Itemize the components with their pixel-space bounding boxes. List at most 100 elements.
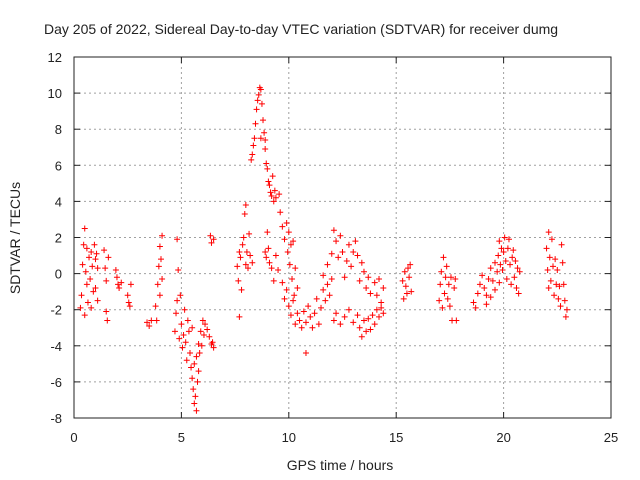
data-point	[244, 265, 251, 272]
data-point	[246, 230, 253, 237]
data-point	[343, 257, 350, 264]
data-point	[264, 165, 271, 172]
data-point	[83, 245, 90, 252]
data-point	[189, 324, 196, 331]
data-point	[183, 357, 190, 364]
data-point	[557, 303, 564, 310]
data-point	[198, 342, 205, 349]
data-point	[127, 281, 134, 288]
data-point	[545, 229, 552, 236]
data-point	[144, 319, 151, 326]
data-point	[446, 303, 453, 310]
data-point	[263, 160, 270, 167]
data-point	[261, 129, 268, 136]
data-point	[271, 187, 278, 194]
data-point	[378, 299, 385, 306]
data-point	[159, 232, 166, 239]
data-point	[556, 283, 563, 290]
y-tick-label: 10	[48, 86, 62, 101]
data-point	[356, 277, 363, 284]
data-point	[550, 263, 557, 270]
data-point	[320, 272, 327, 279]
data-point	[268, 192, 275, 199]
data-point	[272, 194, 279, 201]
data-point	[242, 261, 249, 268]
data-point	[406, 274, 413, 281]
data-point	[279, 223, 286, 230]
data-point	[447, 274, 454, 281]
data-point	[88, 304, 95, 311]
data-point	[333, 238, 340, 245]
data-point	[249, 259, 256, 266]
x-tick-label: 10	[282, 430, 296, 445]
data-point	[439, 304, 446, 311]
data-point	[268, 265, 275, 272]
data-point	[115, 281, 122, 288]
data-point	[105, 254, 112, 261]
data-point	[249, 151, 256, 158]
data-point	[407, 261, 414, 268]
data-point	[81, 312, 88, 319]
data-point	[324, 281, 331, 288]
data-point	[333, 310, 340, 317]
y-tick-label: 4	[55, 194, 62, 209]
data-point	[191, 400, 198, 407]
data-point	[405, 265, 412, 272]
data-point	[209, 339, 216, 346]
data-point	[320, 286, 327, 293]
data-point	[252, 120, 259, 127]
data-point	[472, 304, 479, 311]
data-point	[247, 252, 254, 259]
data-point	[195, 340, 202, 347]
data-point	[335, 254, 342, 261]
data-point	[341, 274, 348, 281]
data-point	[262, 248, 269, 255]
data-point	[442, 274, 449, 281]
data-point	[239, 241, 246, 248]
data-point	[326, 292, 333, 299]
x-axis-label: GPS time / hours	[287, 457, 394, 473]
data-point	[318, 304, 325, 311]
data-point	[348, 263, 355, 270]
data-point	[509, 254, 516, 261]
data-point	[367, 326, 374, 333]
data-point	[369, 312, 376, 319]
data-point	[492, 286, 499, 293]
data-point	[270, 198, 277, 205]
data-point	[159, 276, 166, 283]
data-point	[192, 393, 199, 400]
data-point	[360, 268, 367, 275]
data-point	[309, 324, 316, 331]
data-point	[270, 277, 277, 284]
data-point	[400, 295, 407, 302]
data-point	[148, 317, 155, 324]
y-tick-label: -8	[50, 411, 62, 426]
data-point	[241, 211, 248, 218]
data-point	[251, 135, 258, 142]
data-point	[443, 263, 450, 270]
data-point	[266, 259, 273, 266]
data-point	[483, 301, 490, 308]
data-point	[193, 353, 200, 360]
data-point	[267, 189, 274, 196]
data-point	[356, 324, 363, 331]
y-tick-label: 6	[55, 158, 62, 173]
data-point	[452, 276, 459, 283]
data-point	[399, 277, 406, 284]
data-point	[90, 288, 97, 295]
data-point	[236, 248, 243, 255]
data-point	[94, 265, 101, 272]
data-point	[445, 281, 452, 288]
data-point	[248, 156, 255, 163]
data-point	[554, 266, 561, 273]
data-point	[322, 297, 329, 304]
data-point	[363, 328, 370, 335]
data-point	[311, 310, 318, 317]
data-point	[195, 368, 202, 375]
data-point	[210, 236, 217, 243]
data-point	[453, 317, 460, 324]
data-point	[284, 248, 291, 255]
data-point	[562, 313, 569, 320]
data-point	[350, 319, 357, 326]
data-point	[352, 238, 359, 245]
